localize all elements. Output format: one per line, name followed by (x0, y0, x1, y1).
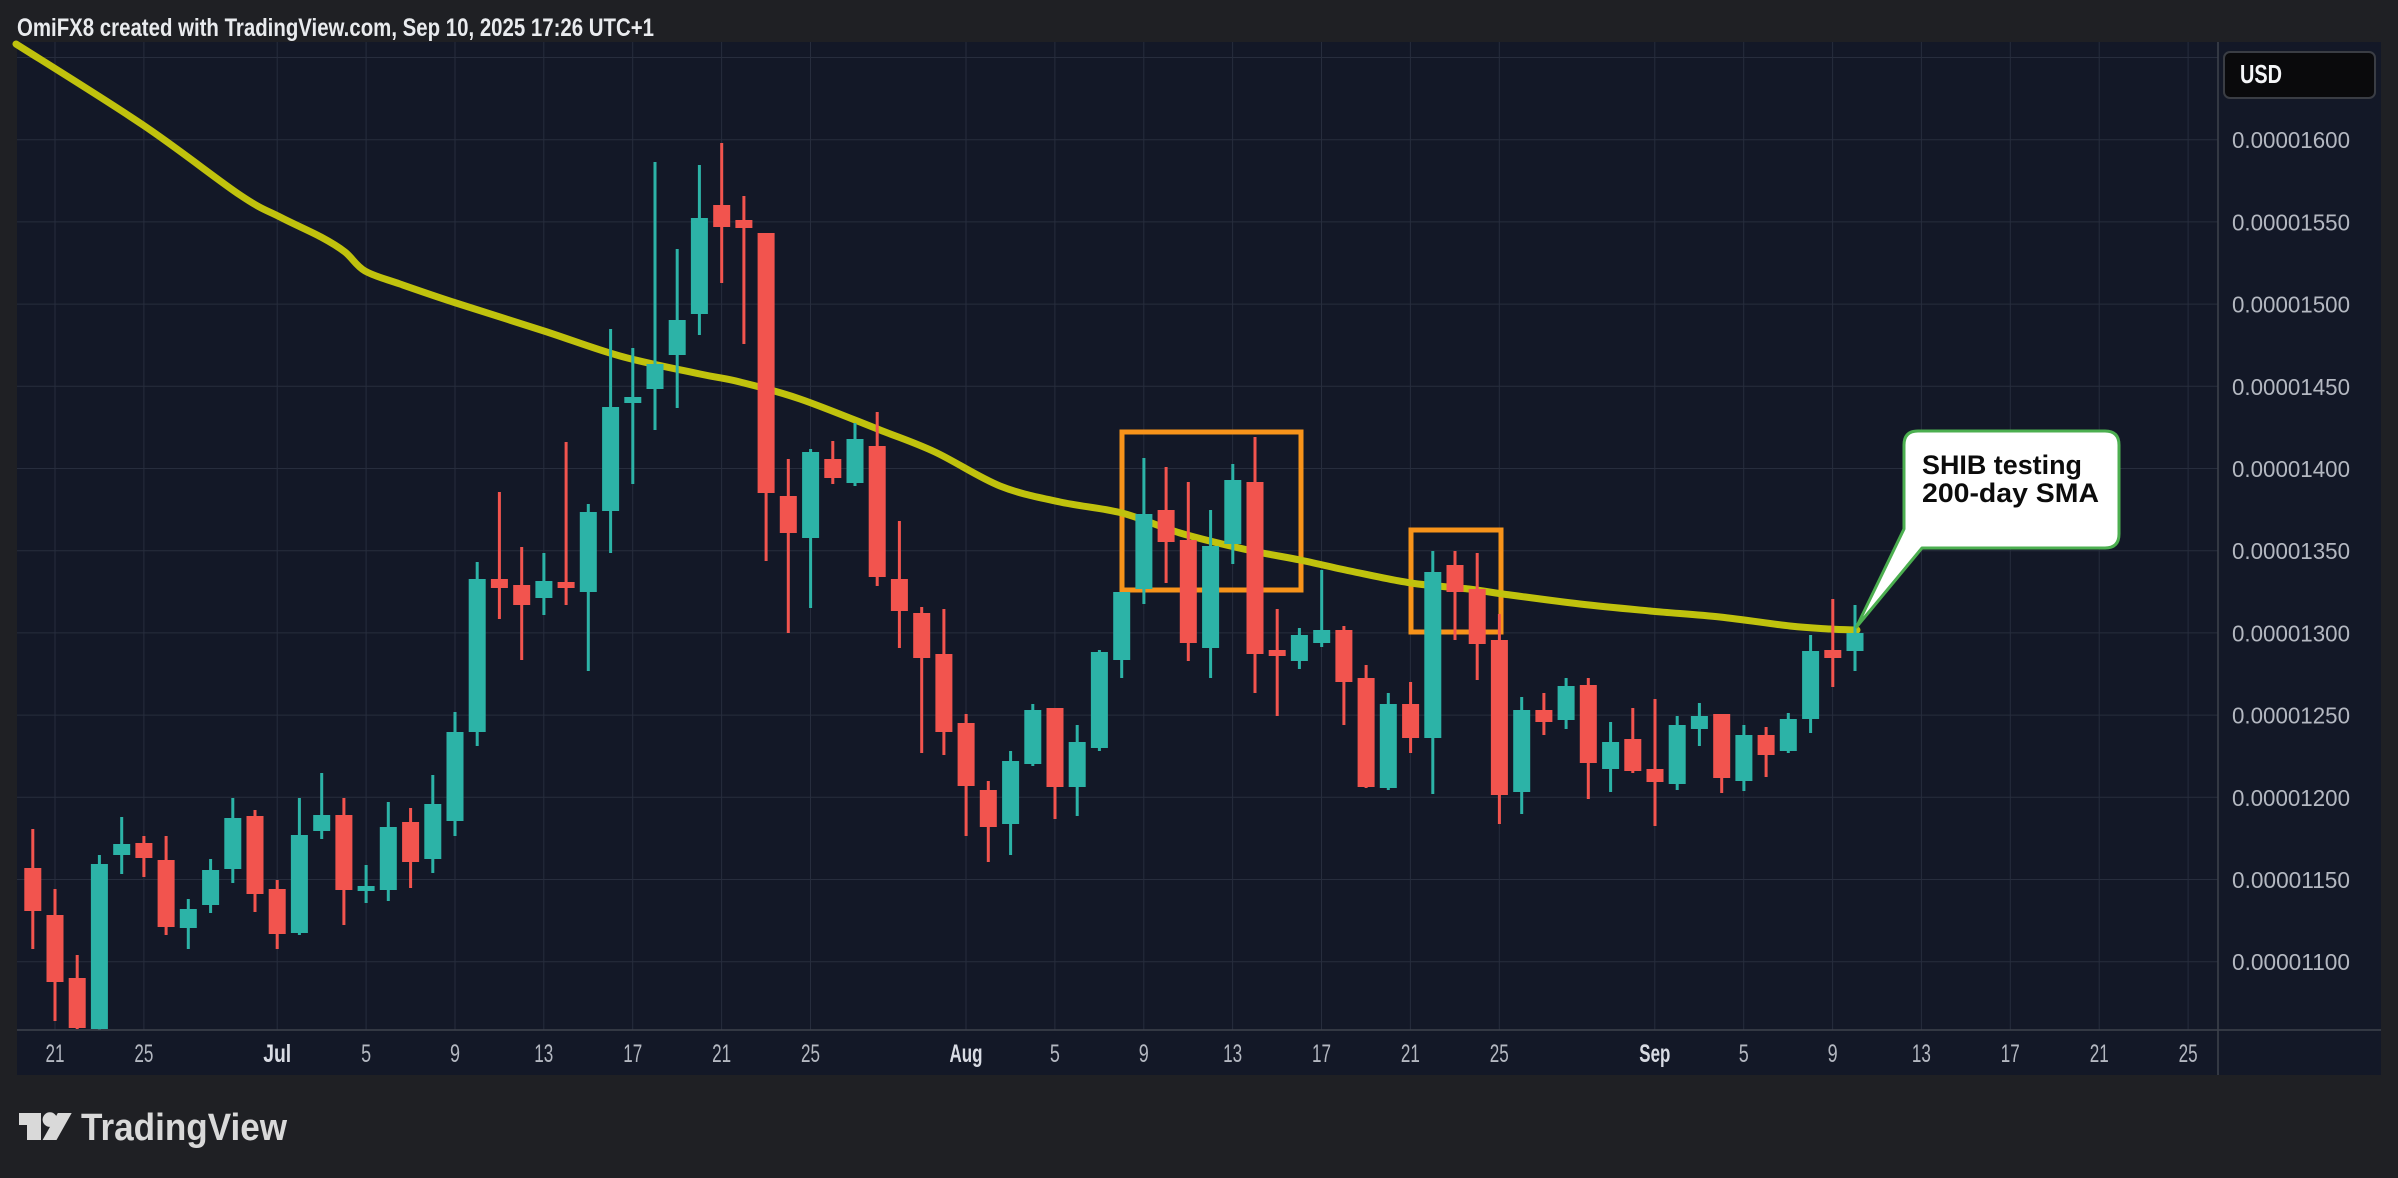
svg-text:TradingView: TradingView (81, 1107, 287, 1149)
svg-text:17: 17 (2001, 1040, 2020, 1068)
svg-text:9: 9 (450, 1040, 460, 1068)
svg-text:Aug: Aug (950, 1040, 983, 1068)
svg-text:SHIB testing: SHIB testing (1922, 450, 2082, 480)
svg-text:0.00001450: 0.00001450 (2232, 374, 2350, 400)
svg-text:25: 25 (2179, 1040, 2198, 1068)
svg-text:21: 21 (712, 1040, 731, 1068)
svg-text:0.00001150: 0.00001150 (2232, 867, 2350, 893)
svg-text:9: 9 (1828, 1040, 1838, 1068)
svg-text:OmiFX8 created with TradingVie: OmiFX8 created with TradingView.com, Sep… (17, 14, 654, 42)
svg-text:13: 13 (534, 1040, 553, 1068)
svg-text:21: 21 (1401, 1040, 1420, 1068)
svg-text:0.00001250: 0.00001250 (2232, 703, 2350, 729)
svg-text:25: 25 (801, 1040, 820, 1068)
svg-text:17: 17 (1312, 1040, 1331, 1068)
svg-text:13: 13 (1223, 1040, 1242, 1068)
svg-text:13: 13 (1912, 1040, 1931, 1068)
svg-text:5: 5 (1050, 1040, 1060, 1068)
svg-text:5: 5 (1739, 1040, 1749, 1068)
svg-text:17: 17 (623, 1040, 642, 1068)
svg-text:USD: USD (2240, 59, 2282, 89)
svg-text:200-day SMA: 200-day SMA (1922, 478, 2099, 508)
svg-text:0.00001200: 0.00001200 (2232, 785, 2350, 811)
svg-text:Sep: Sep (1639, 1040, 1670, 1068)
svg-text:25: 25 (134, 1040, 153, 1068)
svg-text:25: 25 (1490, 1040, 1509, 1068)
svg-text:0.00001600: 0.00001600 (2232, 127, 2350, 153)
svg-text:9: 9 (1139, 1040, 1149, 1068)
svg-text:0.00001100: 0.00001100 (2232, 949, 2350, 975)
svg-text:21: 21 (46, 1040, 65, 1068)
svg-text:0.00001550: 0.00001550 (2232, 209, 2350, 235)
svg-text:0.00001350: 0.00001350 (2232, 538, 2350, 564)
svg-text:0.00001300: 0.00001300 (2232, 620, 2350, 646)
svg-text:0.00001400: 0.00001400 (2232, 456, 2350, 482)
svg-text:5: 5 (361, 1040, 371, 1068)
svg-text:21: 21 (2090, 1040, 2109, 1068)
svg-text:Jul: Jul (263, 1040, 291, 1068)
svg-text:0.00001500: 0.00001500 (2232, 292, 2350, 318)
